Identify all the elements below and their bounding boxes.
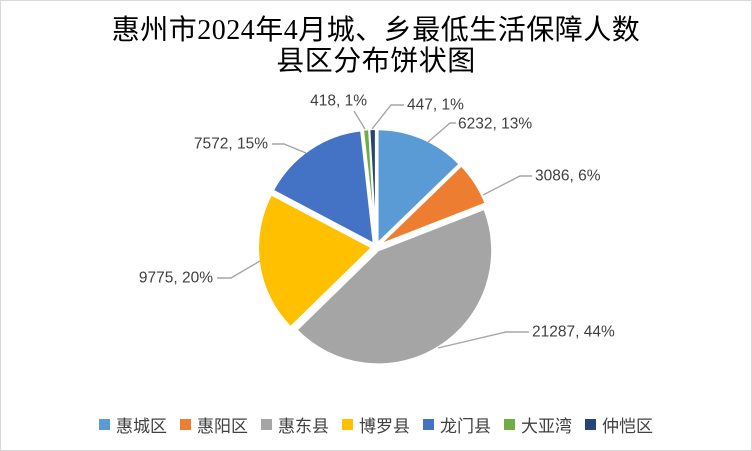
legend-item-3: 惠东县 — [261, 412, 329, 437]
legend-swatch-4 — [342, 419, 353, 430]
legend-swatch-6 — [504, 419, 515, 430]
legend-swatch-2 — [180, 419, 191, 430]
data-label-6: 418, 1% — [310, 93, 367, 110]
legend-item-6: 大亚湾 — [504, 412, 572, 437]
legend-swatch-7 — [585, 419, 596, 430]
legend-item-4: 博罗县 — [342, 412, 410, 437]
chart-title-line-2: 县区分布饼状图 — [276, 46, 476, 77]
pie-slice-2 — [378, 164, 487, 246]
data-label-1: 6232, 13% — [458, 116, 532, 133]
legend-swatch-1 — [99, 419, 110, 430]
legend-label-7: 仲恺区 — [602, 417, 653, 436]
legend-item-1: 惠城区 — [99, 412, 167, 437]
pie-slice-1 — [376, 128, 461, 245]
data-label-3: 21287, 44% — [532, 324, 615, 341]
pie-slice-3 — [295, 207, 494, 366]
pie-slice-5 — [271, 129, 375, 245]
legend-label-2: 惠阳区 — [197, 417, 248, 436]
legend-item-7: 仲恺区 — [585, 412, 653, 437]
leader-line-7 — [371, 104, 404, 130]
legend-swatch-5 — [423, 419, 434, 430]
legend-label-3: 惠东县 — [278, 417, 329, 436]
data-label-4: 9775, 20% — [139, 270, 213, 287]
chart-legend: 惠城区 惠阳区 惠东县 博罗县 龙门县 大亚湾 仲恺区 — [1, 412, 751, 437]
pie-slice-4 — [257, 193, 374, 329]
leader-line-6 — [353, 110, 366, 130]
legend-item-2: 惠阳区 — [180, 412, 248, 437]
legend-item-5: 龙门县 — [423, 412, 491, 437]
legend-label-1: 惠城区 — [116, 417, 167, 436]
leader-line-3 — [437, 331, 529, 349]
legend-swatch-3 — [261, 419, 272, 430]
data-label-7: 447, 1% — [407, 97, 464, 114]
chart-title: 惠州市2024年4月城、乡最低生活保障人数 县区分布饼状图 — [1, 15, 751, 77]
legend-label-6: 大亚湾 — [521, 417, 572, 436]
leader-line-5 — [272, 143, 307, 154]
legend-label-5: 龙门县 — [440, 417, 491, 436]
leader-line-4 — [217, 260, 261, 279]
data-label-2: 3086, 6% — [535, 168, 601, 185]
legend-label-4: 博罗县 — [359, 417, 410, 436]
leader-line-2 — [482, 175, 532, 196]
chart-title-line-1: 惠州市2024年4月城、乡最低生活保障人数 — [111, 15, 641, 46]
leader-line-1 — [427, 122, 456, 143]
data-label-5: 7572, 15% — [194, 136, 268, 153]
